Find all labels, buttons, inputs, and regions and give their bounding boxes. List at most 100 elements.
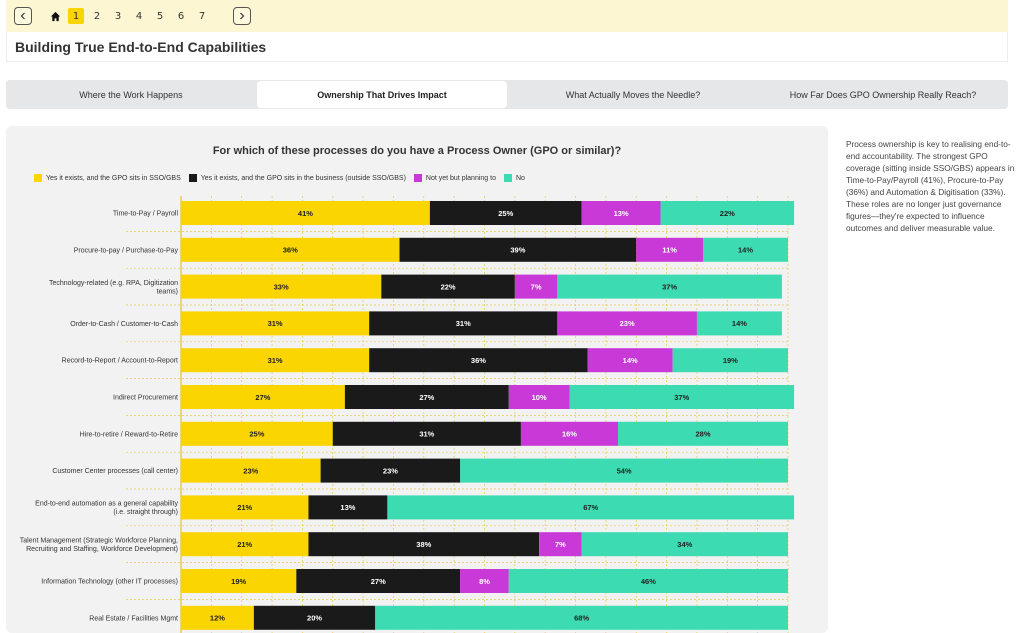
legend-label: Yes it exists, and the GPO sits in the b… [200,174,406,182]
data-label: 23% [243,466,258,475]
bar-segment [636,237,704,262]
data-label: 21% [237,503,252,512]
data-label: 33% [274,282,289,291]
bar-segment [557,274,782,299]
home-button[interactable] [48,9,62,23]
data-label: 41% [298,209,313,218]
data-label: 12% [210,614,225,623]
data-label: 37% [662,282,677,291]
legend-swatch [34,174,42,182]
legend-item[interactable]: No [503,174,525,182]
bar-segment [703,237,788,262]
bar-segment [369,311,558,336]
chart-legend: Yes it exists, and the GPO sits in SSO/G… [34,174,533,182]
data-label: 20% [307,614,322,623]
bar-segment [514,274,558,299]
data-label: 67% [583,503,598,512]
data-label: 8% [479,577,490,586]
bar-segment [181,421,333,446]
category-label: Real Estate / Facilities Mgmt [89,615,178,622]
bar-segment [429,201,582,225]
tab-bar: Where the Work Happens Ownership That Dri… [6,80,1008,109]
bar-segment [520,421,619,446]
data-label: 27% [419,393,434,402]
data-label: 36% [471,356,486,365]
chart-title: For which of these processes do you have… [212,145,622,157]
bar-segment [387,495,795,520]
data-label: 27% [255,393,270,402]
category-label: Information Technology (other IT process… [41,579,178,586]
bar-segment [344,385,509,409]
legend-item[interactable]: Yes it exists, and the GPO sits in SSO/G… [34,174,181,182]
bar-segment [460,569,509,593]
bar-segment [181,532,309,557]
data-label: 31% [419,430,434,439]
category-label: Technology-related (e.g. RPA, Digitizati… [49,280,178,296]
bar-segment [581,201,661,225]
bar-segment [696,311,782,336]
stacked-bar-chart: Time-to-Pay / Payroll 41% 25% 13% 22% Procure… [20,196,795,633]
page-number-7[interactable]: 7 [198,10,206,22]
data-label: 34% [677,540,692,549]
bar-segment [181,605,254,630]
page-number-2[interactable]: 2 [93,10,101,22]
bar-segment [539,532,582,557]
data-label: 11% [662,246,677,255]
category-label: Hire-to-retire / Reward-to-Retire [80,431,179,438]
data-label: 25% [498,209,513,218]
bar-segment [618,421,788,446]
page-number-6[interactable]: 6 [177,10,185,22]
page-number-3[interactable]: 3 [114,10,122,22]
page-number-5[interactable]: 5 [156,10,164,22]
data-label: 28% [696,430,711,439]
data-label: 16% [562,430,577,439]
bar-segment [332,421,521,446]
bar-segment [587,348,673,373]
legend-swatch [413,174,422,182]
legend-swatch [188,174,197,182]
legend-item[interactable]: Not yet but planning to [413,174,496,182]
data-label: 46% [641,577,656,586]
bar-segment [296,569,461,593]
bar-segment [181,458,321,483]
legend-item[interactable]: Yes it exists, and the GPO sits in the b… [188,174,406,182]
category-label: Time-to-Pay / Payroll [113,211,179,218]
data-label: 10% [532,393,547,402]
bar-segment [308,532,540,557]
tab-1[interactable]: Where the Work Happens [79,89,183,100]
data-label: 22% [441,282,456,291]
data-label: 38% [416,540,431,549]
legend-label: Yes it exists, and the GPO sits in SSO/G… [46,174,181,182]
bar-segment [557,311,697,336]
tab-3[interactable]: What Actually Moves the Needle? [565,89,701,100]
data-label: 31% [268,319,283,328]
page-title: Building True End-to-End Capabilities [15,38,267,55]
bar-segment [672,348,788,373]
data-label: 23% [383,466,398,475]
legend-label: Not yet but planning to [425,174,496,182]
bar-segment [308,495,388,520]
bar-segment [181,569,297,593]
bar-segment [399,237,637,262]
bar-segment [569,385,795,409]
title-bar: Building True End-to-End Capabilities [6,32,1008,62]
data-label: 37% [674,393,689,402]
data-label: 39% [510,246,525,255]
bar-segment [181,348,370,373]
data-label: 13% [340,503,355,512]
page-number-1[interactable]: 1 [68,8,84,24]
category-label: Procure-to-pay / Purchase-to-Pay [74,247,179,254]
category-label: Record-to-Report / Account-to-Report [62,358,178,365]
next-page-button[interactable] [233,7,251,25]
category-label: Order-to-Cash / Customer-to-Cash [70,321,178,328]
tab-4[interactable]: How Far Does GPO Ownership Really Reach? [789,89,977,100]
prev-page-button[interactable] [14,7,32,25]
bar-segment [181,311,370,336]
chart-panel: Time-to-Pay / Payroll 41% 25% 13% 22% Procure… [6,126,828,633]
legend-swatch [503,174,512,182]
data-label: 14% [732,319,747,328]
tab-2[interactable]: Ownership That Drives Impact [257,81,507,108]
page-number-4[interactable]: 4 [135,10,143,22]
